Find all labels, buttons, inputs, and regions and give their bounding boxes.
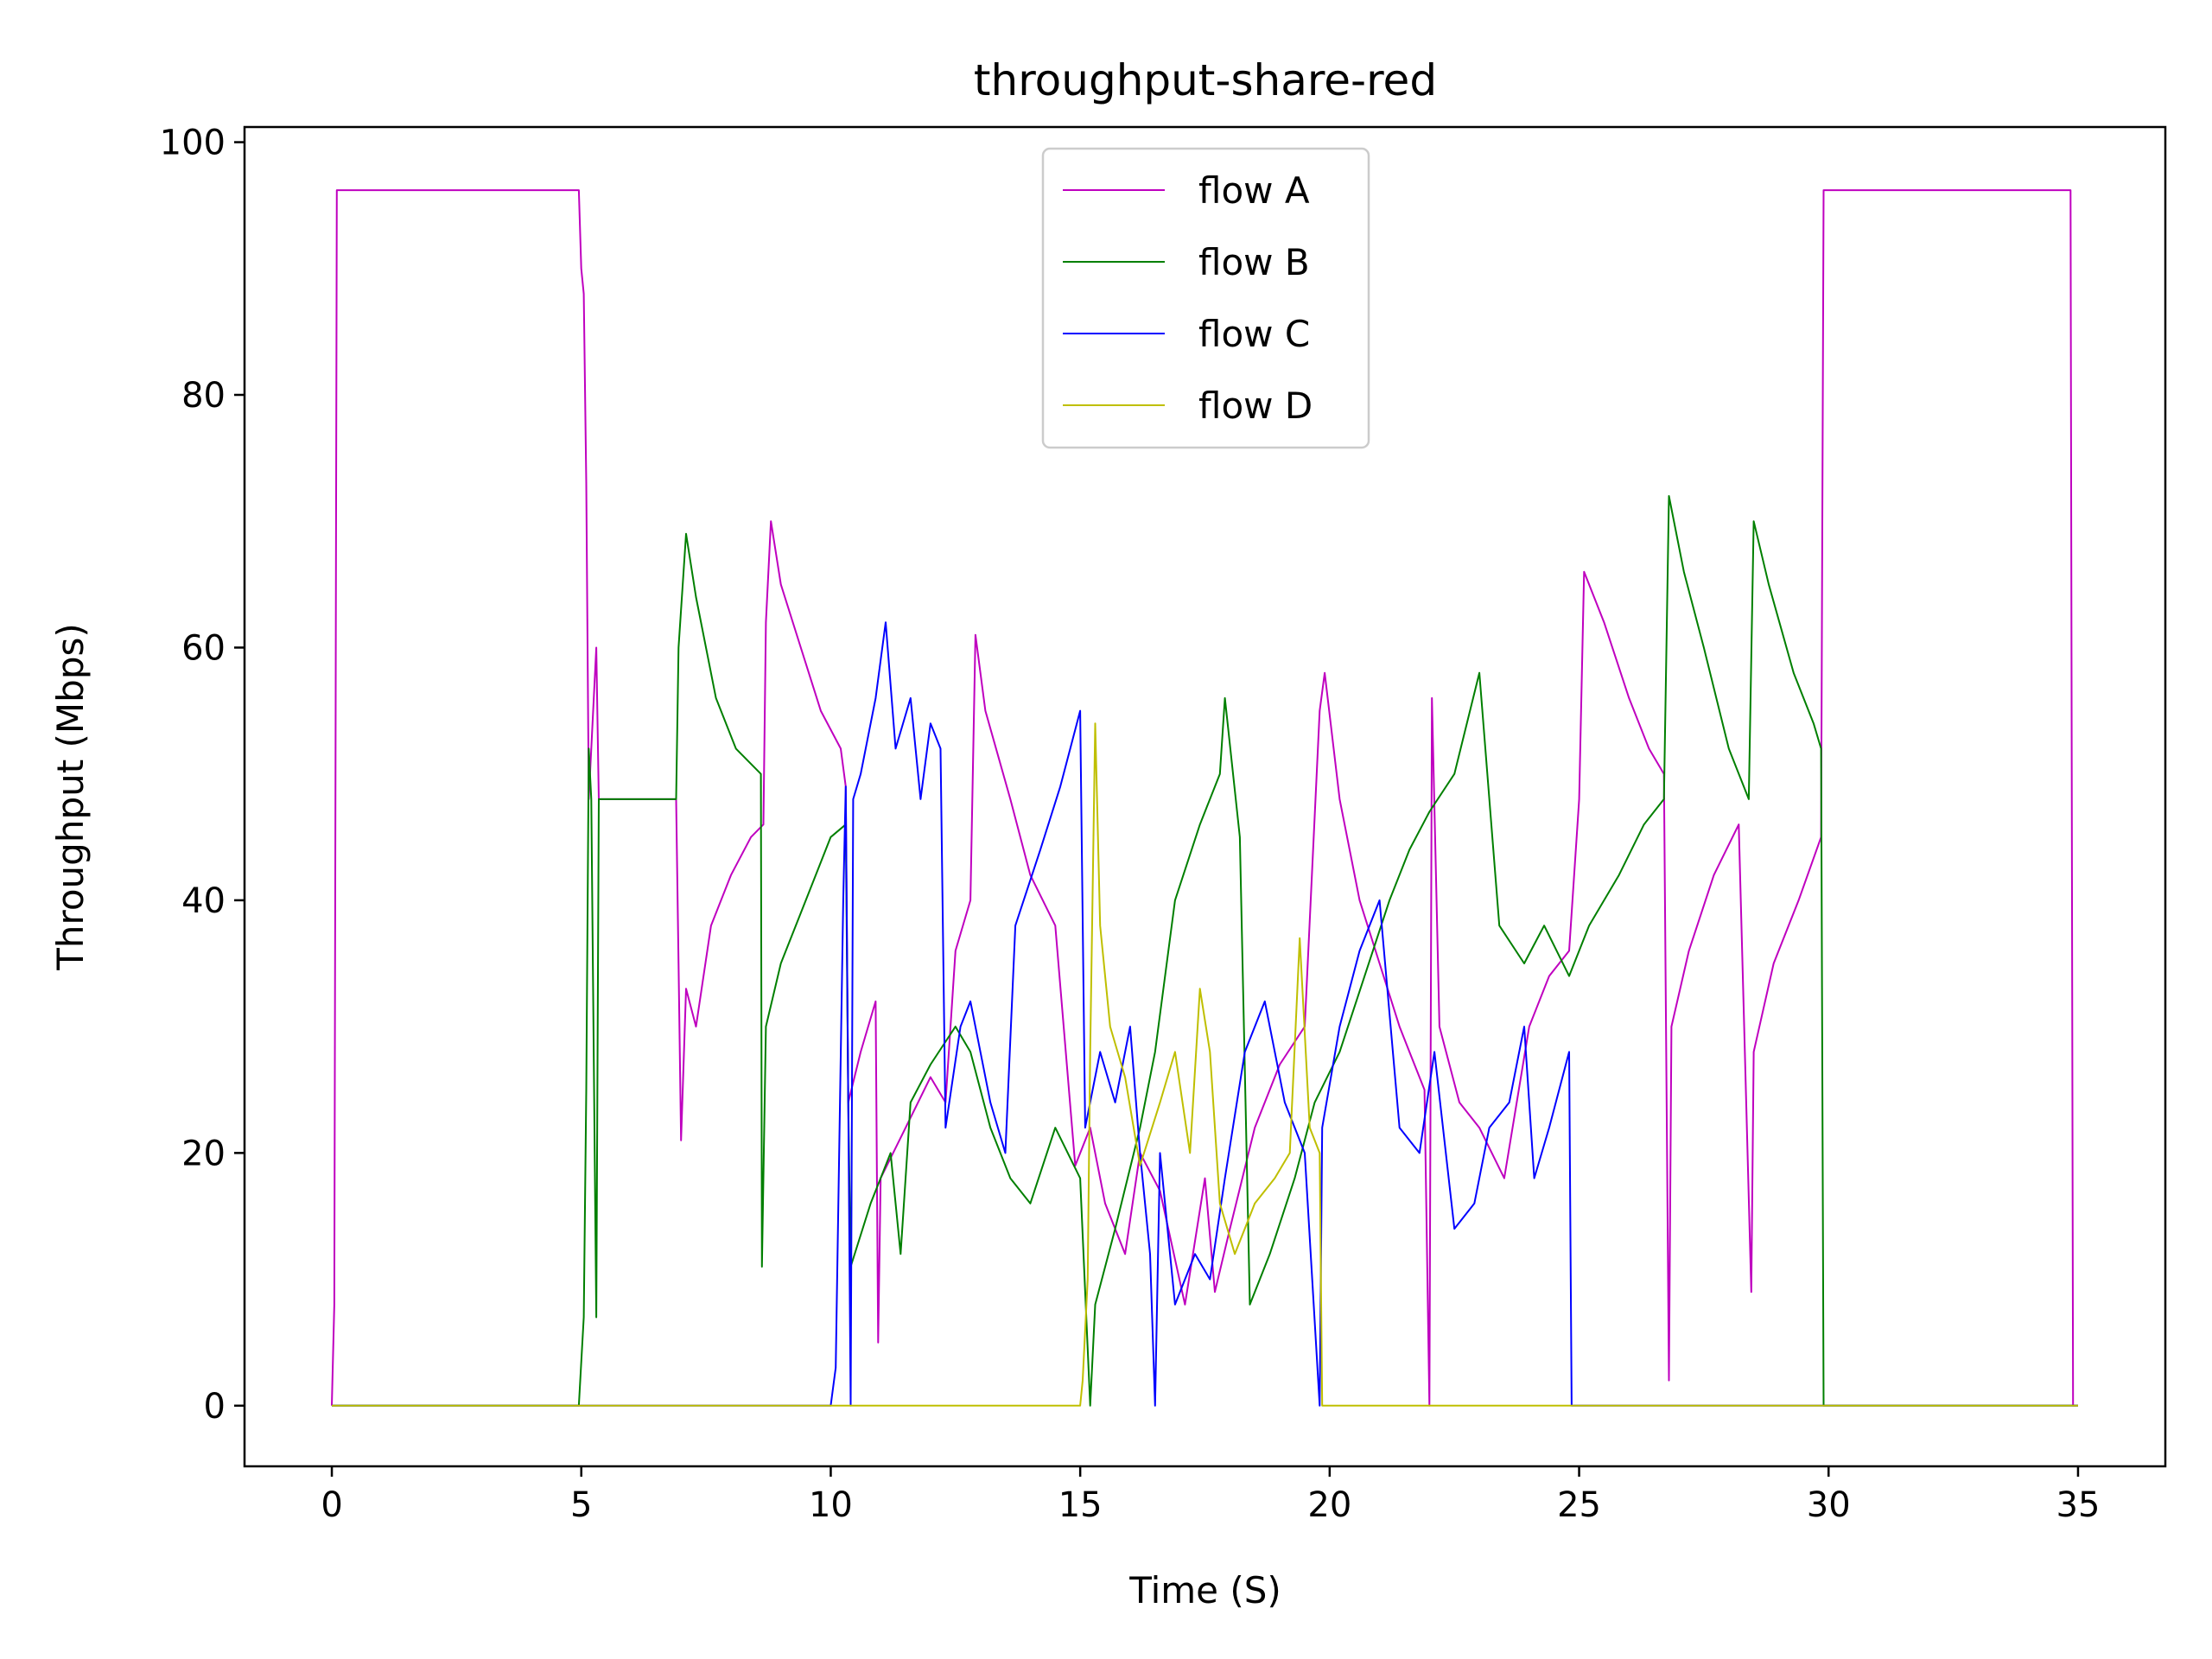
- x-axis-ticks: 0 5 10 15 20 25 30 35: [321, 1466, 2100, 1525]
- y-tick-label: 40: [181, 881, 226, 921]
- legend-label-flow-b: flow B: [1198, 241, 1310, 283]
- x-tick-label: 0: [321, 1485, 342, 1525]
- x-tick-label: 35: [2056, 1485, 2101, 1525]
- legend-label-flow-a: flow A: [1198, 169, 1310, 212]
- legend-label-flow-c: flow C: [1198, 313, 1310, 355]
- plot-lines: [331, 189, 2078, 1407]
- y-axis-label: Throughput (Mbps): [49, 623, 92, 971]
- series-line-flow-d: [332, 722, 2078, 1407]
- x-axis-label: Time (S): [1128, 1569, 1281, 1611]
- y-tick-label: 60: [181, 628, 226, 668]
- legend-label-flow-d: flow D: [1198, 385, 1313, 427]
- legend-entries: flow A flow B flow C flow D: [1063, 169, 1313, 427]
- legend-box: [1041, 147, 1370, 449]
- x-tick-label: 30: [1807, 1485, 1851, 1525]
- legend: flow A flow B flow C flow D: [1041, 147, 1370, 449]
- y-axis-ticks: 0 20 40 60 80 100: [160, 124, 245, 1427]
- y-tick-label: 100: [160, 124, 226, 163]
- series-line-flow-c: [332, 621, 2078, 1407]
- x-tick-label: 25: [1557, 1485, 1601, 1525]
- x-tick-label: 15: [1058, 1485, 1103, 1525]
- x-tick-label: 10: [809, 1485, 853, 1525]
- plot-frame: [243, 125, 2167, 1468]
- chart-title: throughput-share-red: [974, 55, 1437, 105]
- y-tick-label: 80: [181, 376, 226, 416]
- y-tick-label: 20: [181, 1134, 226, 1173]
- x-tick-label: 5: [570, 1485, 592, 1525]
- series-line-flow-b: [332, 495, 2078, 1407]
- y-tick-label: 0: [204, 1387, 226, 1427]
- x-tick-label: 20: [1307, 1485, 1351, 1525]
